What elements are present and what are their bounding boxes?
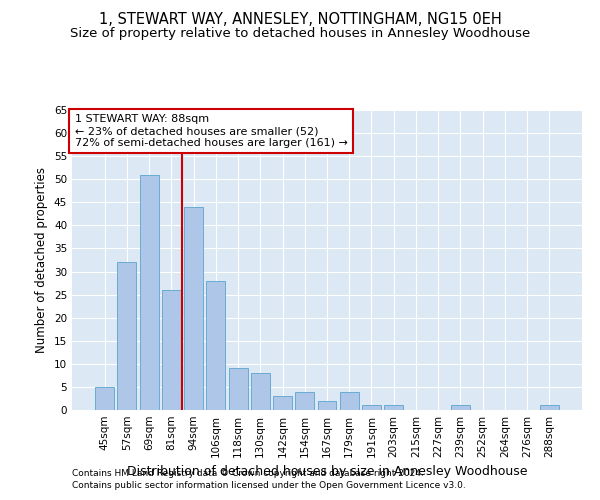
Y-axis label: Number of detached properties: Number of detached properties <box>35 167 49 353</box>
Bar <box>206 281 225 410</box>
Bar <box>540 406 559 410</box>
Bar <box>184 207 203 410</box>
Text: Contains HM Land Registry data © Crown copyright and database right 2024.: Contains HM Land Registry data © Crown c… <box>72 468 424 477</box>
Text: 1, STEWART WAY, ANNESLEY, NOTTINGHAM, NG15 0EH: 1, STEWART WAY, ANNESLEY, NOTTINGHAM, NG… <box>98 12 502 28</box>
Bar <box>229 368 248 410</box>
Bar <box>451 406 470 410</box>
Bar <box>317 401 337 410</box>
Bar <box>362 406 381 410</box>
Bar <box>118 262 136 410</box>
Text: 1 STEWART WAY: 88sqm
← 23% of detached houses are smaller (52)
72% of semi-detac: 1 STEWART WAY: 88sqm ← 23% of detached h… <box>74 114 347 148</box>
X-axis label: Distribution of detached houses by size in Annesley Woodhouse: Distribution of detached houses by size … <box>127 466 527 478</box>
Bar <box>384 406 403 410</box>
Bar <box>162 290 181 410</box>
Bar <box>273 396 292 410</box>
Bar <box>251 373 270 410</box>
Text: Contains public sector information licensed under the Open Government Licence v3: Contains public sector information licen… <box>72 481 466 490</box>
Text: Size of property relative to detached houses in Annesley Woodhouse: Size of property relative to detached ho… <box>70 28 530 40</box>
Bar <box>140 174 158 410</box>
Bar <box>340 392 359 410</box>
Bar <box>95 387 114 410</box>
Bar <box>295 392 314 410</box>
